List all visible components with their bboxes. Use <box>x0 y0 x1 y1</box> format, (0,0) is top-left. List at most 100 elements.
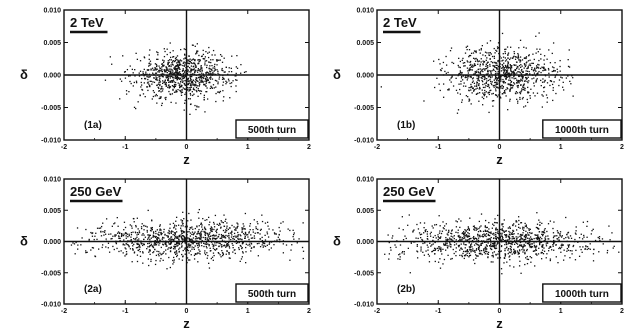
scatter-point <box>223 225 225 227</box>
scatter-point <box>184 84 187 86</box>
scatter-point <box>268 228 270 230</box>
scatter-point <box>495 90 497 92</box>
scatter-point <box>606 252 609 254</box>
scatter-point <box>474 85 476 87</box>
scatter-point <box>245 234 248 236</box>
scatter-point <box>193 68 196 70</box>
scatter-point <box>498 235 501 237</box>
scatter-point <box>490 89 492 91</box>
scatter-point <box>184 75 186 78</box>
scatter-point <box>551 52 553 55</box>
scatter-point <box>158 71 161 73</box>
scatter-point <box>134 241 136 243</box>
scatter-point <box>485 63 487 65</box>
scatter-point <box>167 232 169 234</box>
scatter-point <box>126 68 129 71</box>
scatter-point <box>523 83 525 85</box>
scatter-point <box>230 232 232 234</box>
scatter-point <box>185 55 188 57</box>
scatter-point <box>264 222 267 224</box>
scatter-point <box>189 259 191 261</box>
scatter-point <box>518 59 520 61</box>
scatter-point <box>486 65 489 67</box>
scatter-point <box>549 240 552 242</box>
scatter-point <box>518 75 520 78</box>
scatter-point <box>188 71 190 73</box>
scatter-point <box>523 227 525 229</box>
scatter-point <box>496 81 498 84</box>
scatter-point <box>185 239 187 242</box>
scatter-point <box>507 57 509 59</box>
scatter-point <box>541 106 543 108</box>
scatter-point <box>143 75 145 77</box>
scatter-point <box>168 231 170 233</box>
scatter-point <box>527 232 529 234</box>
scatter-point <box>501 224 503 226</box>
scatter-point <box>183 238 185 240</box>
scatter-point <box>179 59 182 61</box>
scatter-point <box>534 250 536 252</box>
scatter-point <box>541 235 544 237</box>
scatter-point <box>498 74 500 77</box>
scatter-point <box>519 260 521 262</box>
scatter-point <box>147 237 150 239</box>
scatter-point <box>176 71 178 73</box>
scatter-point <box>268 242 271 244</box>
scatter-point <box>137 240 139 243</box>
scatter-point <box>200 236 202 238</box>
scatter-point <box>201 76 204 78</box>
scatter-point <box>472 87 475 89</box>
scatter-point <box>537 234 539 236</box>
scatter-point <box>235 66 237 68</box>
scatter-point <box>233 226 235 228</box>
scatter-point <box>455 77 457 80</box>
scatter-point <box>266 221 269 223</box>
scatter-point <box>521 98 524 100</box>
scatter-point <box>503 262 505 264</box>
scatter-point <box>526 258 528 260</box>
scatter-point <box>209 71 212 73</box>
scatter-point <box>463 65 465 67</box>
scatter-point <box>468 233 470 235</box>
scatter-point <box>119 78 121 80</box>
scatter-point <box>535 241 537 243</box>
scatter-point <box>439 230 441 232</box>
scatter-point <box>499 74 501 77</box>
y-tick-label: 0.010 <box>43 8 61 15</box>
scatter-point <box>188 212 190 215</box>
scatter-point <box>513 233 515 235</box>
scatter-point <box>480 61 482 63</box>
scatter-point <box>464 247 466 249</box>
scatter-point <box>569 250 571 252</box>
scatter-point <box>441 67 443 70</box>
scatter-point <box>179 63 181 65</box>
scatter-point <box>511 242 513 244</box>
scatter-point <box>464 250 467 253</box>
scatter-point <box>541 66 543 68</box>
scatter-point <box>523 88 525 90</box>
scatter-point <box>130 233 133 236</box>
scatter-point <box>494 88 497 90</box>
scatter-point <box>111 237 113 240</box>
scatter-point <box>436 247 439 249</box>
scatter-point <box>482 63 484 65</box>
scatter-point <box>501 223 503 225</box>
scatter-point <box>278 233 280 236</box>
scatter-point <box>532 62 534 65</box>
scatter-point <box>485 81 487 84</box>
scatter-point <box>613 245 615 248</box>
scatter-point <box>261 239 263 242</box>
scatter-point <box>440 69 442 72</box>
scatter-point <box>117 235 120 237</box>
scatter-point <box>172 77 174 79</box>
scatter-point <box>482 60 484 62</box>
scatter-point <box>228 257 230 259</box>
scatter-point <box>501 32 504 35</box>
scatter-point <box>179 83 181 85</box>
scatter-point <box>528 237 530 240</box>
scatter-point <box>161 90 164 92</box>
scatter-point <box>203 98 205 101</box>
scatter-point <box>90 249 92 251</box>
scatter-point <box>195 70 197 72</box>
scatter-point <box>160 232 162 234</box>
